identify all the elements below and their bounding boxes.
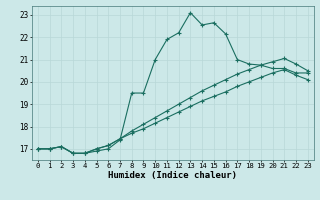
X-axis label: Humidex (Indice chaleur): Humidex (Indice chaleur) [108, 171, 237, 180]
